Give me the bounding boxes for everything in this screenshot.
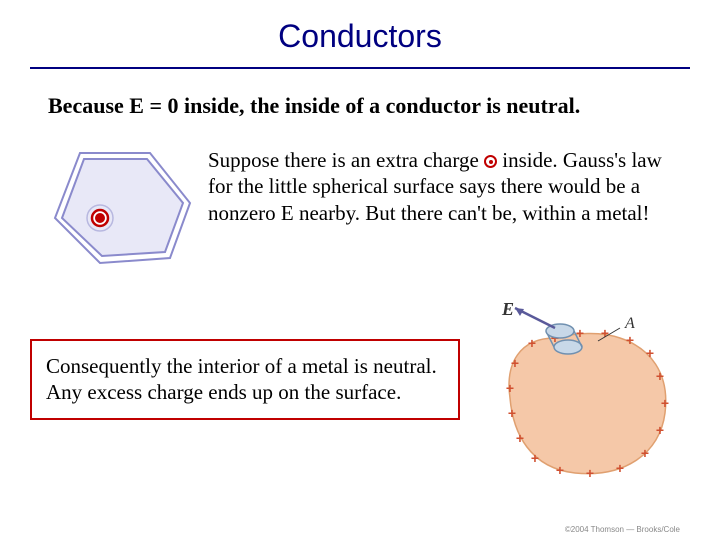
svg-text:+: +: [528, 335, 536, 351]
conductor-figure: + + + + + + + + + + + + + + + + + +: [460, 303, 690, 483]
e-field-arrow: [515, 308, 555, 328]
lead-sentence: Because E = 0 inside, the inside of a co…: [48, 93, 672, 119]
svg-text:+: +: [626, 332, 634, 348]
label-a: A: [624, 315, 635, 332]
label-e: E: [501, 303, 514, 319]
svg-text:+: +: [661, 395, 669, 411]
svg-text:+: +: [556, 462, 564, 478]
hexagon-diagram: [40, 143, 200, 273]
svg-text:+: +: [586, 465, 594, 481]
row-hex-and-paragraph: Suppose there is an extra charge inside.…: [40, 143, 680, 273]
svg-text:+: +: [656, 422, 664, 438]
title-rule: [30, 67, 690, 69]
row-box-and-figure: Consequently the interior of a metal is …: [30, 303, 690, 483]
paragraph-1: Suppose there is an extra charge inside.…: [200, 143, 680, 226]
boxed-conclusion: Consequently the interior of a metal is …: [30, 339, 460, 420]
slide-title: Conductors: [0, 0, 720, 67]
para1-before: Suppose there is an extra charge: [208, 148, 484, 172]
svg-text:+: +: [508, 405, 516, 421]
svg-text:+: +: [511, 355, 519, 371]
inline-charge-icon: [484, 155, 497, 168]
charge-dot: [95, 213, 105, 223]
svg-text:+: +: [616, 460, 624, 476]
svg-text:+: +: [516, 430, 524, 446]
svg-text:+: +: [641, 445, 649, 461]
svg-text:+: +: [646, 345, 654, 361]
svg-text:+: +: [531, 450, 539, 466]
svg-text:+: +: [506, 380, 514, 396]
svg-text:+: +: [656, 368, 664, 384]
hex-inner: [62, 159, 183, 256]
copyright-notice: ©2004 Thomson — Brooks/Cole: [565, 525, 680, 534]
